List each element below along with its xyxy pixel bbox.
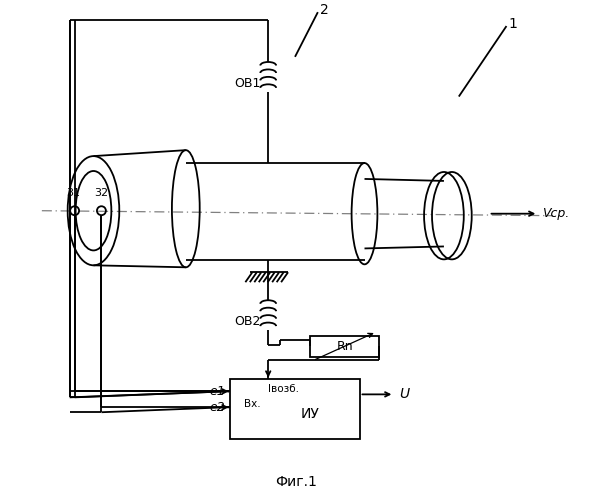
Bar — [310, 336, 380, 356]
Text: 32: 32 — [94, 188, 109, 198]
Text: ОВ1: ОВ1 — [234, 77, 260, 90]
Bar — [231, 380, 359, 439]
Text: 1: 1 — [508, 17, 517, 31]
Text: ОВ2: ОВ2 — [234, 316, 260, 328]
Text: e1: e1 — [210, 385, 225, 398]
Text: U: U — [399, 388, 409, 402]
Text: 2: 2 — [320, 3, 329, 17]
Text: ИУ: ИУ — [301, 407, 320, 421]
Text: e2: e2 — [210, 401, 225, 414]
Text: Фиг.1: Фиг.1 — [275, 474, 317, 488]
Text: Вх.: Вх. — [244, 400, 261, 409]
Text: Rn: Rn — [336, 340, 353, 352]
Text: 31: 31 — [66, 188, 81, 198]
Text: Vср.: Vср. — [542, 207, 569, 220]
Text: Iвозб.: Iвозб. — [267, 384, 299, 394]
